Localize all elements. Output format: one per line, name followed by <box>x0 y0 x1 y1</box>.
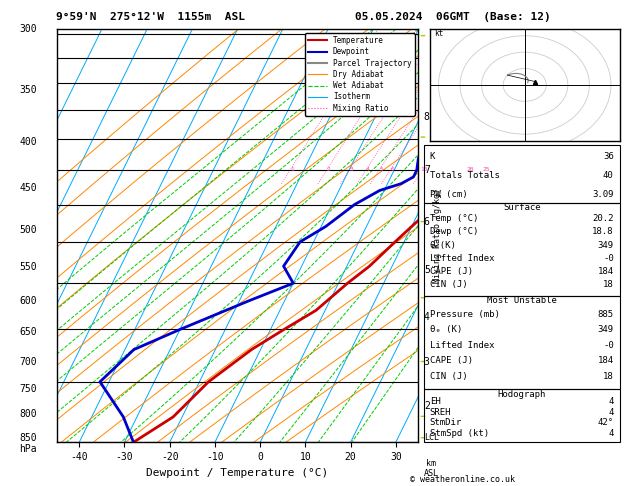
Text: 450: 450 <box>19 183 36 193</box>
Text: Pressure (mb): Pressure (mb) <box>430 310 499 319</box>
Text: 18: 18 <box>603 372 614 381</box>
X-axis label: Dewpoint / Temperature (°C): Dewpoint / Temperature (°C) <box>147 468 328 478</box>
Text: Dewp (°C): Dewp (°C) <box>430 227 478 236</box>
Text: 550: 550 <box>19 262 36 272</box>
Text: © weatheronline.co.uk: © weatheronline.co.uk <box>410 474 515 484</box>
Text: 400: 400 <box>19 137 36 147</box>
Text: K: K <box>430 152 435 161</box>
Text: 500: 500 <box>19 225 36 235</box>
Text: 184: 184 <box>598 356 614 365</box>
Bar <box>424 389 620 442</box>
Text: 25: 25 <box>482 167 490 172</box>
Text: CIN (J): CIN (J) <box>430 280 467 290</box>
Text: 36: 36 <box>603 152 614 161</box>
Text: 3: 3 <box>424 357 430 366</box>
Text: Surface: Surface <box>503 203 540 212</box>
Bar <box>424 145 620 203</box>
Text: 6: 6 <box>391 167 394 172</box>
Text: Hodograph: Hodograph <box>498 390 546 399</box>
Text: 5: 5 <box>379 167 383 172</box>
Text: 8: 8 <box>424 112 430 122</box>
Text: 42°: 42° <box>598 418 614 427</box>
Text: θₑ(K): θₑ(K) <box>430 241 457 250</box>
Text: 3.09: 3.09 <box>592 191 614 199</box>
Text: 300: 300 <box>19 24 36 34</box>
Text: 650: 650 <box>19 328 36 337</box>
Text: CAPE (J): CAPE (J) <box>430 267 473 276</box>
Text: 18.8: 18.8 <box>592 227 614 236</box>
Text: 6: 6 <box>424 217 430 226</box>
Legend: Temperature, Dewpoint, Parcel Trajectory, Dry Adiabat, Wet Adiabat, Isotherm, Mi: Temperature, Dewpoint, Parcel Trajectory… <box>304 33 415 116</box>
Text: hPa: hPa <box>19 444 36 454</box>
Text: 800: 800 <box>19 409 36 419</box>
Text: Lifted Index: Lifted Index <box>430 341 494 350</box>
Text: Most Unstable: Most Unstable <box>487 296 557 305</box>
Text: 05.05.2024  06GMT  (Base: 12): 05.05.2024 06GMT (Base: 12) <box>355 12 551 22</box>
Text: θₑ (K): θₑ (K) <box>430 325 462 334</box>
Text: PW (cm): PW (cm) <box>430 191 467 199</box>
Text: 4: 4 <box>366 167 370 172</box>
Text: 4: 4 <box>608 429 614 438</box>
Text: StmDir: StmDir <box>430 418 462 427</box>
Text: 349: 349 <box>598 325 614 334</box>
Text: 850: 850 <box>19 433 36 443</box>
Text: -0: -0 <box>603 254 614 263</box>
Text: 600: 600 <box>19 296 36 306</box>
Text: StmSpd (kt): StmSpd (kt) <box>430 429 489 438</box>
Text: 18: 18 <box>603 280 614 290</box>
Text: 3: 3 <box>349 167 353 172</box>
Bar <box>424 203 620 295</box>
Text: 40: 40 <box>603 171 614 180</box>
Text: -0: -0 <box>603 341 614 350</box>
Text: 20: 20 <box>467 167 474 172</box>
Text: LCL: LCL <box>424 433 439 442</box>
Text: 2: 2 <box>326 167 330 172</box>
Text: 4: 4 <box>608 397 614 406</box>
Text: 885: 885 <box>598 310 614 319</box>
Text: Mixing Ratio (g/kg): Mixing Ratio (g/kg) <box>433 188 442 283</box>
Text: 7: 7 <box>424 165 430 175</box>
Text: 350: 350 <box>19 85 36 95</box>
Text: 700: 700 <box>19 357 36 366</box>
Text: Lifted Index: Lifted Index <box>430 254 494 263</box>
Text: 5: 5 <box>424 265 430 276</box>
Text: 1: 1 <box>290 167 294 172</box>
Text: CIN (J): CIN (J) <box>430 372 467 381</box>
Text: 10: 10 <box>421 167 428 172</box>
Text: 2: 2 <box>424 401 430 412</box>
Text: 750: 750 <box>19 383 36 394</box>
Text: 349: 349 <box>598 241 614 250</box>
Text: 9°59'N  275°12'W  1155m  ASL: 9°59'N 275°12'W 1155m ASL <box>57 12 245 22</box>
Text: 184: 184 <box>598 267 614 276</box>
Text: km
ASL: km ASL <box>424 459 439 478</box>
Text: Temp (°C): Temp (°C) <box>430 214 478 223</box>
Text: SREH: SREH <box>430 408 452 417</box>
Text: 4: 4 <box>608 408 614 417</box>
Text: 20.2: 20.2 <box>592 214 614 223</box>
Text: 4: 4 <box>424 312 430 322</box>
Text: CAPE (J): CAPE (J) <box>430 356 473 365</box>
Bar <box>424 295 620 389</box>
Text: EH: EH <box>430 397 440 406</box>
Text: Totals Totals: Totals Totals <box>430 171 499 180</box>
